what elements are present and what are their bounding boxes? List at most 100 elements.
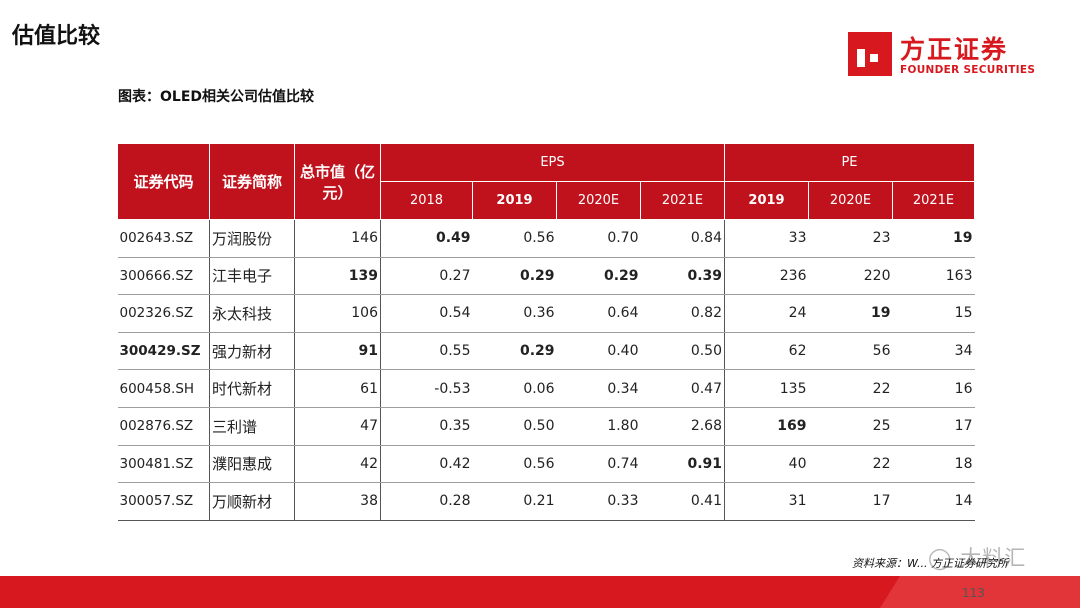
watermark: ◯ 大料汇 <box>928 542 1026 572</box>
header-pe: PE <box>724 143 975 182</box>
cell-name: 濮阳惠成 <box>209 444 295 484</box>
cell-eps: 0.74 <box>556 444 641 484</box>
cell-name: 永太科技 <box>209 294 295 333</box>
cell-pe: 33 <box>724 219 809 258</box>
cell-eps: 0.50 <box>472 406 557 446</box>
table-row: 300057.SZ 万顺新材 38 0.28 0.21 0.33 0.41 31… <box>117 482 975 521</box>
table-caption: 图表：OLED相关公司估值比较 <box>118 89 315 105</box>
header-eps-year: 2020E <box>556 181 641 220</box>
cell-eps: 0.34 <box>556 369 641 408</box>
cell-pe: 24 <box>724 294 809 333</box>
cell-pe: 17 <box>808 482 893 521</box>
cell-pe: 22 <box>808 444 893 484</box>
cell-code: 002326.SZ <box>117 294 210 333</box>
cell-eps: 0.29 <box>472 256 557 296</box>
cell-eps: 0.21 <box>472 482 557 521</box>
cell-pe: 220 <box>808 256 893 296</box>
cell-eps: 0.70 <box>556 219 641 258</box>
wechat-icon: ◯ <box>928 546 953 570</box>
cell-eps: 1.80 <box>556 406 641 446</box>
cell-eps: 0.36 <box>472 294 557 333</box>
cell-eps: 2.68 <box>640 406 725 446</box>
cell-eps: 0.27 <box>380 256 473 296</box>
cell-pe: 14 <box>892 482 975 521</box>
cell-pe: 135 <box>724 369 809 408</box>
header-pe-year: 2021E <box>892 181 975 220</box>
cell-pe: 19 <box>808 294 893 333</box>
cell-eps: 0.50 <box>640 331 725 371</box>
cell-pe: 62 <box>724 331 809 371</box>
cell-code: 300666.SZ <box>117 256 210 296</box>
logo-text-cn: 方正证券 <box>900 35 1009 64</box>
table-row: 300481.SZ 濮阳惠成 42 0.42 0.56 0.74 0.91 40… <box>117 444 975 484</box>
cell-code: 300481.SZ <box>117 444 210 484</box>
cell-eps: 0.35 <box>380 406 473 446</box>
cell-market-cap: 61 <box>294 369 381 408</box>
cell-code: 002876.SZ <box>117 406 210 446</box>
cell-eps: 0.91 <box>640 444 725 484</box>
cell-name: 时代新材 <box>209 369 295 408</box>
cell-code: 300057.SZ <box>117 482 210 521</box>
cell-eps: 0.28 <box>380 482 473 521</box>
header-eps: EPS <box>380 143 725 182</box>
header-name: 证券简称 <box>209 143 295 220</box>
table-row: 002326.SZ 永太科技 106 0.54 0.36 0.64 0.82 2… <box>117 294 975 333</box>
cell-market-cap: 91 <box>294 331 381 371</box>
cell-pe: 163 <box>892 256 975 296</box>
cell-pe: 18 <box>892 444 975 484</box>
cell-code: 300429.SZ <box>117 331 210 371</box>
cell-name: 万润股份 <box>209 219 295 258</box>
cell-eps: 0.56 <box>472 444 557 484</box>
source-tail: 方正证券研究所 <box>930 557 1008 570</box>
page-title: 估值比较 <box>12 24 101 49</box>
cell-eps: 0.56 <box>472 219 557 258</box>
cell-pe: 16 <box>892 369 975 408</box>
cell-pe: 23 <box>808 219 893 258</box>
cell-market-cap: 139 <box>294 256 381 296</box>
table-row: 300666.SZ 江丰电子 139 0.27 0.29 0.29 0.39 2… <box>117 256 975 296</box>
cell-market-cap: 106 <box>294 294 381 333</box>
source-note: 资料来源：W... 方正证券研究所 <box>852 555 1008 571</box>
cell-eps: 0.47 <box>640 369 725 408</box>
cell-eps: -0.53 <box>380 369 473 408</box>
cell-market-cap: 42 <box>294 444 381 484</box>
table-row: 300429.SZ 强力新材 91 0.55 0.29 0.40 0.50 62… <box>117 331 975 371</box>
cell-pe: 40 <box>724 444 809 484</box>
header-code: 证券代码 <box>117 143 210 220</box>
cell-eps: 0.33 <box>556 482 641 521</box>
cell-code: 002643.SZ <box>117 219 210 258</box>
cell-name: 万顺新材 <box>209 482 295 521</box>
cell-pe: 56 <box>808 331 893 371</box>
source-label: 资料来源：W... <box>852 557 928 570</box>
cell-name: 江丰电子 <box>209 256 295 296</box>
cell-pe: 34 <box>892 331 975 371</box>
table-row: 600458.SH 时代新材 61 -0.53 0.06 0.34 0.47 1… <box>117 369 975 408</box>
cell-eps: 0.06 <box>472 369 557 408</box>
cell-name: 强力新材 <box>209 331 295 371</box>
footer-bar <box>0 576 1080 608</box>
header-eps-year: 2018 <box>380 181 473 220</box>
header-eps-year: 2019 <box>472 181 557 220</box>
cell-eps: 0.64 <box>556 294 641 333</box>
cell-eps: 0.82 <box>640 294 725 333</box>
cell-eps: 0.42 <box>380 444 473 484</box>
cell-pe: 15 <box>892 294 975 333</box>
table-row: 002876.SZ 三利谱 47 0.35 0.50 1.80 2.68 169… <box>117 406 975 446</box>
cell-eps: 0.55 <box>380 331 473 371</box>
page-number: 113 <box>962 586 985 600</box>
cell-pe: 169 <box>724 406 809 446</box>
cell-eps: 0.29 <box>472 331 557 371</box>
header-market-cap: 总市值（亿元） <box>294 143 381 220</box>
cell-market-cap: 47 <box>294 406 381 446</box>
cell-eps: 0.49 <box>380 219 473 258</box>
cell-market-cap: 146 <box>294 219 381 258</box>
cell-pe: 17 <box>892 406 975 446</box>
company-logo: 方正证券 FOUNDER SECURITIES <box>848 28 1038 80</box>
cell-eps: 0.54 <box>380 294 473 333</box>
founder-logo-icon <box>848 32 892 76</box>
cell-pe: 22 <box>808 369 893 408</box>
logo-text-en: FOUNDER SECURITIES <box>900 64 1036 76</box>
cell-eps: 0.39 <box>640 256 725 296</box>
cell-eps: 0.41 <box>640 482 725 521</box>
valuation-table: 证券代码 证券简称 总市值（亿元） EPS PE 2018 2019 2020E… <box>117 143 975 521</box>
